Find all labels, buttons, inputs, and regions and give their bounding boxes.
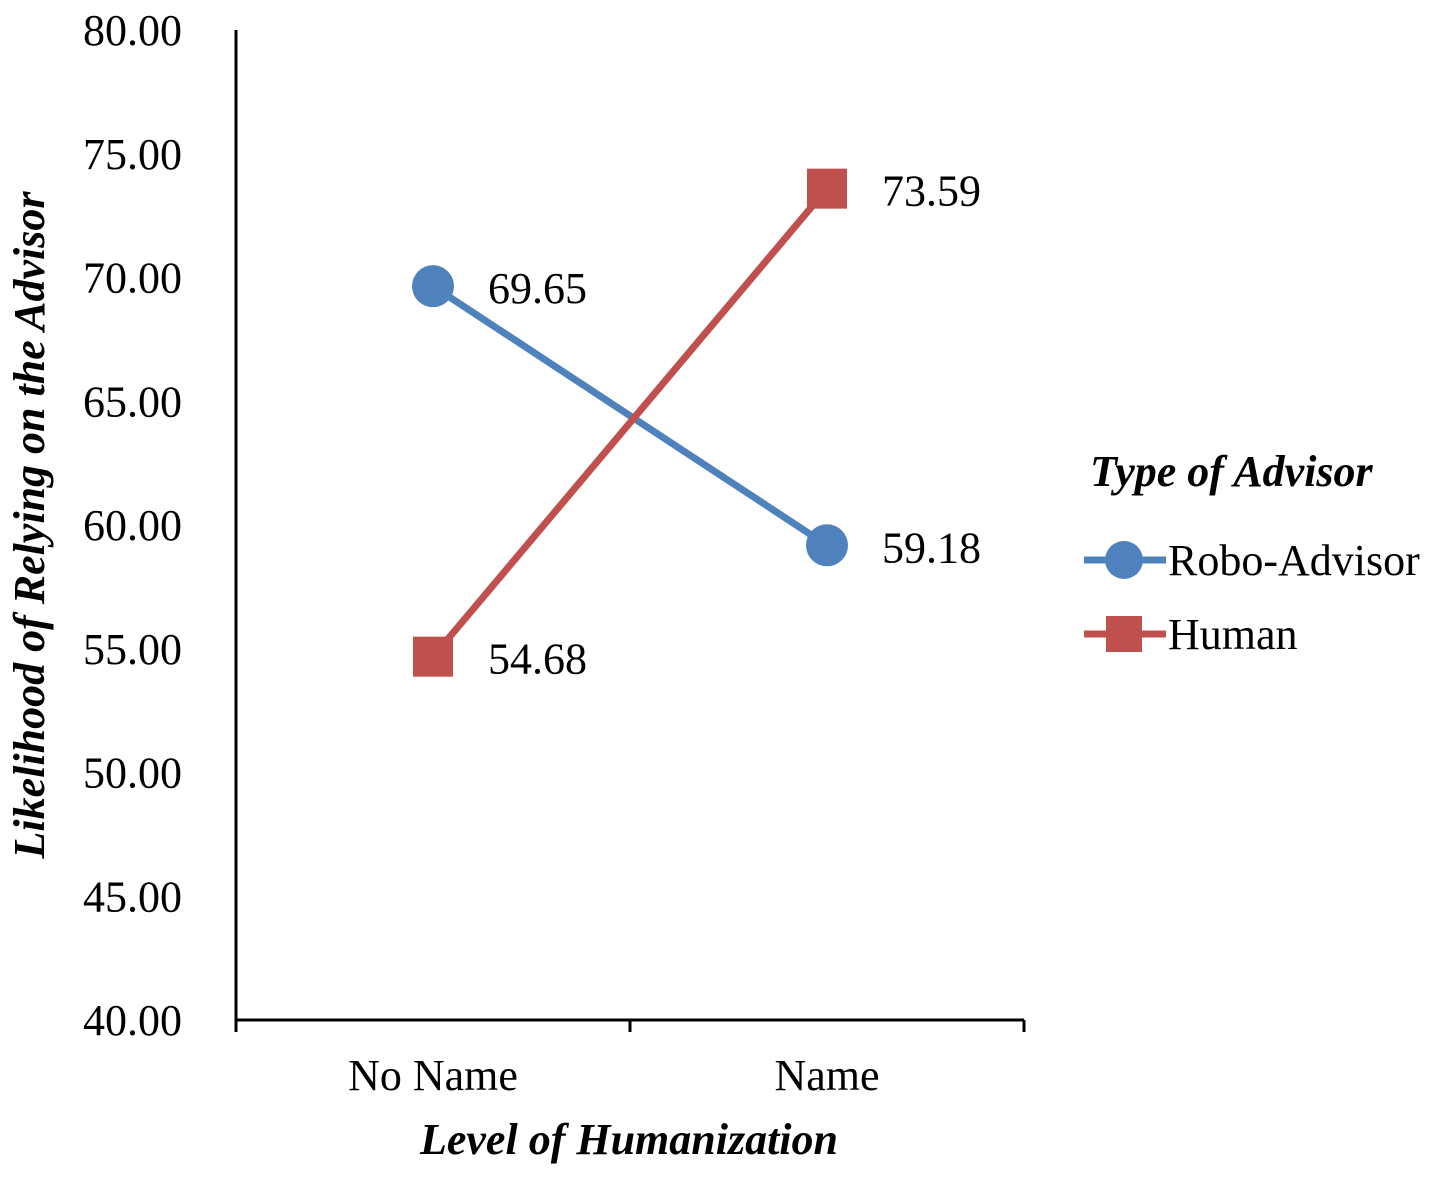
y-axis-ticks: 40.00 45.00 50.00 55.00 60.00 65.00 70.00 75.00… — [83, 6, 182, 1045]
y-tick-label: 65.00 — [83, 377, 182, 426]
data-label: 73.59 — [882, 167, 981, 216]
x-axis-ticks: No Name Name — [234, 1020, 1026, 1100]
series-human: 54.68 73.59 — [413, 167, 981, 684]
data-point — [806, 524, 848, 567]
data-label: 59.18 — [882, 523, 981, 572]
x-tick-label: No Name — [348, 1051, 518, 1100]
y-tick-label: 80.00 — [83, 6, 182, 55]
y-tick-label: 75.00 — [83, 130, 182, 179]
series-line — [431, 283, 829, 549]
data-point — [413, 636, 453, 677]
y-tick-label: 40.00 — [83, 996, 182, 1045]
series-line — [430, 186, 830, 659]
y-tick-label: 55.00 — [83, 625, 182, 674]
x-axis-title: Level of Humanization — [419, 1115, 838, 1164]
data-label: 54.68 — [488, 635, 587, 684]
y-tick-label: 60.00 — [83, 501, 182, 550]
data-point — [412, 265, 454, 308]
x-tick-label: Name — [774, 1051, 879, 1100]
data-label: 69.65 — [488, 264, 587, 313]
legend: Type of Advisor Robo-Advisor Human — [1084, 447, 1420, 659]
legend-marker — [1106, 616, 1142, 652]
series-layer: 69.65 59.18 54.68 73.59 — [412, 167, 981, 684]
y-axis-title: Likelihood of Relying on the Advisor — [5, 191, 54, 860]
legend-marker — [1105, 541, 1143, 579]
legend-item: Human — [1084, 610, 1298, 659]
y-tick-label: 45.00 — [83, 872, 182, 921]
legend-label: Robo-Advisor — [1168, 536, 1420, 585]
y-tick-label: 50.00 — [83, 749, 182, 798]
legend-title: Type of Advisor — [1090, 447, 1374, 496]
series-robo-advisor: 69.65 59.18 — [412, 264, 981, 572]
data-point — [807, 168, 847, 209]
y-tick-label: 70.00 — [83, 254, 182, 303]
legend-label: Human — [1168, 610, 1298, 659]
legend-item: Robo-Advisor — [1084, 536, 1420, 585]
